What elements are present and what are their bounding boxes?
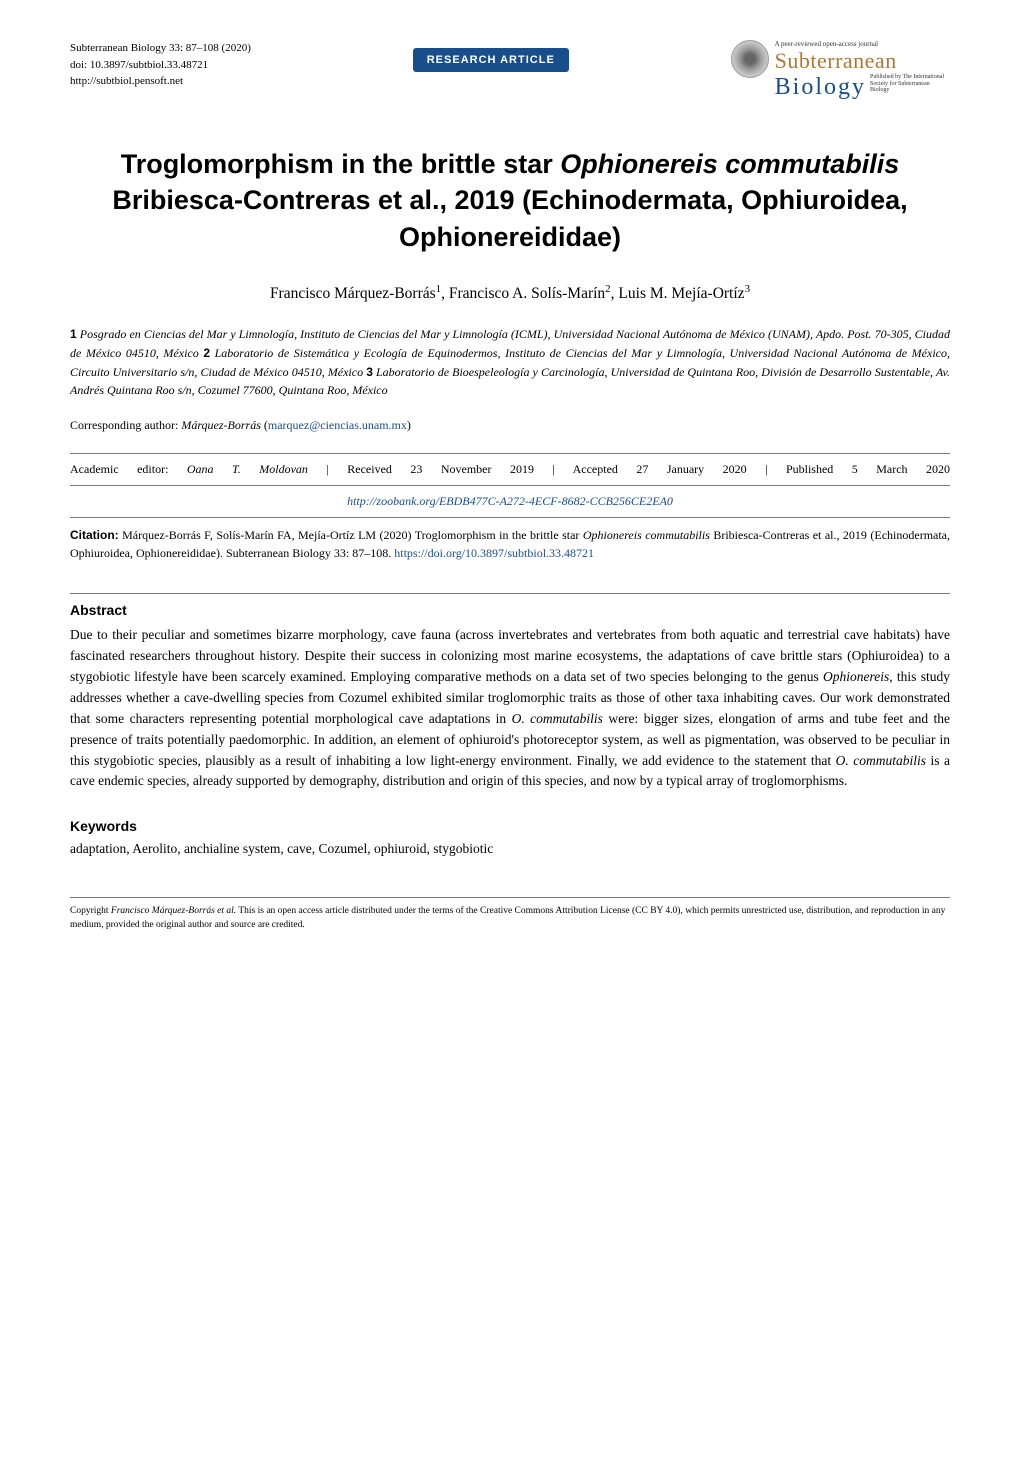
article-type-badge: RESEARCH ARTICLE	[413, 48, 569, 72]
corresponding-author: Corresponding author: Márquez-Borrás (ma…	[70, 418, 950, 433]
abstract-heading: Abstract	[70, 602, 950, 618]
zoobank-link[interactable]: http://zoobank.org/EBDB477C-A272-4ECF-86…	[347, 494, 673, 508]
logo-text: A peer-reviewed open-access journal Subt…	[775, 40, 950, 101]
logo-biology: Biology	[775, 74, 866, 101]
journal-url[interactable]: http://subtbiol.pensoft.net	[70, 75, 183, 87]
editorial-dates: Academic editor: Oana T. Moldovan | Rece…	[70, 462, 950, 477]
copyright-footer: Copyright Francisco Márquez-Borrás et al…	[70, 897, 950, 932]
keywords-heading: Keywords	[70, 818, 950, 834]
keywords-body: adaptation, Aerolito, anchialine system,…	[70, 841, 950, 857]
affiliations: 1 Posgrado en Ciencias del Mar y Limnolo…	[70, 325, 950, 399]
corresponding-email-link[interactable]: marquez@ciencias.unam.mx	[268, 418, 407, 432]
citation-doi-link[interactable]: https://doi.org/10.3897/subtbiol.33.4872…	[394, 546, 594, 560]
article-title: Troglomorphism in the brittle star Ophio…	[70, 146, 950, 255]
header-row: Subterranean Biology 33: 87–108 (2020) d…	[70, 40, 950, 101]
divider	[70, 517, 950, 518]
zoobank-line: http://zoobank.org/EBDB477C-A272-4ECF-86…	[70, 494, 950, 509]
logo-subterranean: Subterranean	[775, 48, 950, 74]
abstract-body: Due to their peculiar and sometimes biza…	[70, 625, 950, 792]
cave-dots-icon	[731, 40, 769, 78]
header-meta: Subterranean Biology 33: 87–108 (2020) d…	[70, 40, 251, 90]
logo-publisher: Published by The International Society f…	[870, 74, 950, 94]
corresponding-name: Márquez-Borrás	[181, 418, 261, 432]
doi-line: doi: 10.3897/subtbiol.33.48721	[70, 57, 251, 74]
corresponding-label: Corresponding author:	[70, 418, 178, 432]
divider	[70, 485, 950, 486]
journal-logo: A peer-reviewed open-access journal Subt…	[731, 40, 950, 101]
divider	[70, 593, 950, 594]
citation-block: Citation: Márquez-Borrás F, Solís-Marín …	[70, 526, 950, 563]
divider	[70, 453, 950, 454]
journal-line: Subterranean Biology 33: 87–108 (2020)	[70, 40, 251, 57]
citation-label: Citation:	[70, 528, 119, 542]
peer-review-text: A peer-reviewed open-access journal	[775, 40, 950, 48]
authors-line: Francisco Márquez-Borrás1, Francisco A. …	[70, 283, 950, 303]
